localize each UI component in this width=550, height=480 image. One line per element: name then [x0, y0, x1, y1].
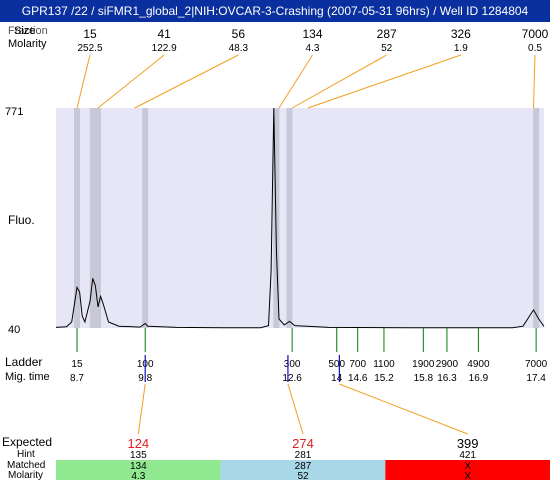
ladder-size-label: 700: [349, 359, 366, 370]
molarity-value: X: [464, 471, 471, 480]
peak-molarity-label: 0.5: [528, 43, 542, 54]
hint-label: Hint: [17, 449, 35, 460]
plot-background: [56, 108, 544, 328]
peak-molarity-label: 48.3: [229, 43, 249, 54]
ladder-time-label: 16.9: [469, 373, 489, 384]
mig-time-label: Mig. time: [5, 371, 50, 383]
peak-connector: [307, 54, 461, 109]
peak-molarity-label: 52: [381, 43, 393, 54]
ladder-size-label: 1900: [412, 359, 435, 370]
peak-connector: [291, 54, 387, 109]
peak-band: [533, 108, 540, 328]
ladder-size-label: 7000: [525, 359, 548, 370]
fluorescence-trace: [55, 107, 545, 329]
peak-connector: [97, 54, 165, 109]
matched-label: Matched: [7, 460, 45, 471]
peak-size-label: 287: [377, 27, 397, 41]
y-axis-min-label: 40: [8, 324, 20, 336]
peak-size-label: 7000: [522, 27, 549, 41]
peak-connector: [533, 54, 536, 109]
expected-connector: [137, 383, 146, 435]
expected-connector: [339, 383, 468, 435]
expected-connector: [287, 383, 304, 435]
peak-molarity-label: 122.9: [152, 43, 177, 54]
ladder-size-label: 1100: [373, 359, 395, 370]
matched-value: X: [464, 461, 471, 472]
molarity-label: Molarity: [8, 38, 47, 50]
ladder-size-label: 2900: [436, 359, 459, 370]
peak-band: [286, 108, 293, 328]
peak-band: [89, 108, 96, 328]
peak-connector: [134, 54, 239, 109]
ladder-time-label: 14: [331, 373, 343, 384]
peak-band: [273, 108, 280, 328]
hint-value: 281: [295, 450, 312, 461]
peak-band: [94, 108, 101, 328]
expected-value: 124: [127, 436, 149, 451]
peak-band: [142, 108, 149, 328]
ladder-time-label: 15.2: [374, 373, 394, 384]
molarity-value: 52: [297, 471, 309, 480]
peak-size-label: 134: [302, 27, 322, 41]
ladder-label: Ladder: [5, 355, 42, 369]
ladder-time-label: 16.3: [437, 373, 457, 384]
chart-title: GPR137 /22 / siFMR1_global_2|NIH:OVCAR-3…: [0, 0, 550, 22]
match-status-cell: [220, 460, 386, 480]
matched-value: 287: [295, 461, 312, 472]
molarity-bottom-label: Molarity: [8, 470, 43, 480]
expected-value: 274: [292, 436, 314, 451]
peak-connector: [278, 54, 313, 109]
molarity-value: 4.3: [131, 471, 145, 480]
peak-size-label: 56: [232, 27, 246, 41]
ladder-size-label: 4900: [467, 359, 490, 370]
peak-band: [73, 108, 80, 328]
ladder-time-label: 17.4: [526, 373, 546, 384]
peak-connector: [76, 54, 91, 109]
peak-molarity-label: 1.9: [454, 43, 468, 54]
ladder-time-label: 8.7: [70, 373, 84, 384]
peak-size-label: 15: [83, 27, 97, 41]
peak-size-label: 41: [157, 27, 171, 41]
matched-value: 134: [130, 461, 147, 472]
expected-value: 399: [457, 436, 479, 451]
peak-molarity-label: 252.5: [77, 43, 102, 54]
hint-value: 421: [459, 450, 476, 461]
expected-label: Expected: [2, 435, 52, 449]
ladder-time-label: 12.6: [282, 373, 302, 384]
hint-value: 135: [130, 450, 147, 461]
size-label: Size: [14, 25, 35, 37]
y-axis-title: Fluo.: [8, 213, 35, 227]
peak-size-label: 326: [451, 27, 471, 41]
ladder-size-label: 500: [328, 359, 345, 370]
peak-molarity-label: 4.3: [306, 43, 320, 54]
ladder-time-label: 14.6: [348, 373, 368, 384]
ladder-size-label: 300: [284, 359, 301, 370]
y-axis-max-label: 771: [5, 106, 23, 118]
match-status-cell: [56, 460, 221, 480]
ladder-size-label: 15: [71, 359, 83, 370]
ladder-time-label: 15.8: [414, 373, 434, 384]
fraction-label: Fraction: [8, 25, 48, 37]
match-status-cell: [385, 460, 550, 480]
